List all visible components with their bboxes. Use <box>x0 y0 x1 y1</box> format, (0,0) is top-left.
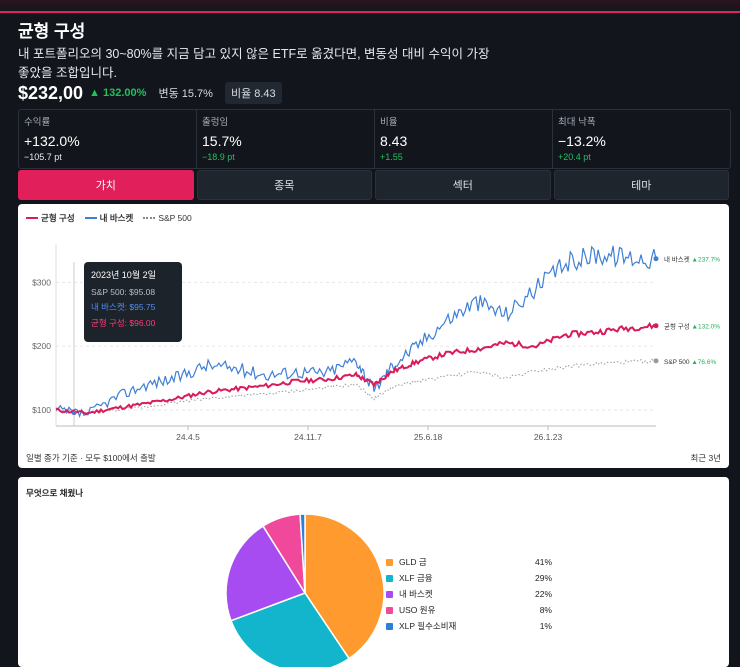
legend-swatch <box>386 590 393 598</box>
composition-row: XLF 금융 29% <box>386 570 552 586</box>
composition-row: GLD 금 41% <box>386 554 552 570</box>
performance-chart-card: 균형 구성 내 바스켓 S&P 500 $100 $200 $300 24.4.5 24… <box>18 204 729 468</box>
composition-pct: 22% <box>534 589 552 599</box>
legend-item-sp500[interactable]: S&P 500 <box>143 212 192 224</box>
y-tick-label: $100 <box>32 405 51 415</box>
pie-slice[interactable] <box>299 513 306 594</box>
x-tick-label: 25.6.18 <box>414 432 443 442</box>
stat-label: 수익률 <box>24 117 51 128</box>
chart-footnote: 일별 종가 기준 · 모두 $100에서 출발 <box>26 453 156 463</box>
series-end-label: S&P 500 ▲76.6% <box>664 359 716 366</box>
legend-item-balanced[interactable]: 균형 구성 <box>26 212 75 224</box>
composition-name: GLD 금 <box>399 557 427 567</box>
top-bar <box>0 0 740 12</box>
series-line <box>55 321 657 416</box>
series-end-change: ▲237.7% <box>692 257 721 264</box>
stat-sub: +20.4 pt <box>558 152 591 162</box>
composition-title: 무엇으로 채웠나 <box>26 488 84 498</box>
series-end-change: ▲76.6% <box>691 359 716 366</box>
series-end-point <box>653 358 659 364</box>
composition-name: XLF 금융 <box>399 573 433 583</box>
composition-row: 내 바스켓 22% <box>386 586 552 602</box>
series-end-point <box>653 256 659 262</box>
legend-label: S&P 500 <box>158 213 192 223</box>
composition-pct: 8% <box>539 605 552 615</box>
page-subtitle: 내 포트폴리오의 30~80%를 지금 담고 있지 않은 ETF로 옮겼다면, … <box>18 47 490 80</box>
stat-label: 출렁임 <box>202 117 229 128</box>
accent-line <box>0 11 740 13</box>
stat-value: 15.7% <box>202 133 242 149</box>
volatility-chip: 변동 15.7% <box>158 88 213 100</box>
stat-sub: −18.9 pt <box>202 152 235 162</box>
composition-name: USO 원유 <box>399 605 436 615</box>
tab-holdings[interactable]: 종목 <box>196 170 372 200</box>
page-title: 균형 구성 <box>18 22 86 41</box>
stat-volatility: 출렁임 15.7% −18.9 pt <box>197 110 375 168</box>
legend-swatch <box>26 217 38 219</box>
composition-pct: 29% <box>534 573 552 583</box>
view-tabs: 가치 종목 섹터 테마 <box>18 170 729 200</box>
stat-value: −13.2% <box>558 133 606 149</box>
chart-range[interactable]: 최근 3년 <box>690 453 721 463</box>
legend-label: 균형 구성 <box>41 213 75 223</box>
stat-label: 비율 <box>380 117 398 128</box>
tab-sector[interactable]: 섹터 <box>375 170 551 200</box>
series-line <box>55 358 657 415</box>
stat-return: 수익률 +132.0% −105.7 pt <box>19 110 197 168</box>
series-end-label: 내 바스켓 ▲237.7% <box>664 255 720 264</box>
pie-slice[interactable] <box>225 525 307 622</box>
stat-sub: −105.7 pt <box>24 152 62 162</box>
composition-legend: GLD 금 41% XLF 금융 29% 내 바스켓 22% USO 원유 8% XLP… <box>386 554 552 634</box>
composition-row: USO 원유 8% <box>386 602 552 618</box>
stats-panel: 수익률 +132.0% −105.7 pt 출렁임 15.7% −18.9 pt… <box>18 109 731 169</box>
x-tick-label: 24.11.7 <box>294 432 322 442</box>
stat-max-drawdown: 최대 낙폭 −13.2% +20.4 pt <box>553 110 730 168</box>
legend-swatch <box>386 558 393 566</box>
price-row: $232,00 ▲ 132.00% 변동 15.7% 비율 8.43 <box>18 82 282 104</box>
composition-pct: 1% <box>539 621 552 631</box>
stat-value: 8.43 <box>380 133 408 149</box>
price-change: ▲ 132.00% <box>89 87 147 99</box>
legend-item-basket[interactable]: 내 바스켓 <box>84 212 134 224</box>
tab-value[interactable]: 가치 <box>18 170 194 200</box>
legend-swatch <box>386 622 393 630</box>
tooltip-sp500: S&P 500: $95.08 <box>91 287 156 297</box>
composition-pct: 41% <box>534 557 552 567</box>
chart-tooltip: 2023년 10월 2일 S&P 500: $95.08 내 바스켓: $95.… <box>84 262 182 342</box>
legend-swatch <box>386 606 393 614</box>
hover-point <box>72 410 76 415</box>
stat-sub: +1.55 <box>380 152 403 162</box>
y-tick-label: $300 <box>32 277 51 287</box>
composition-name: 내 바스켓 <box>399 589 433 599</box>
line-chart[interactable]: $100 $200 $300 24.4.5 24.11.7 25.6.18 26.1.23 내… <box>18 204 729 468</box>
tab-theme[interactable]: 테마 <box>553 170 729 200</box>
legend-label: 내 바스켓 <box>99 213 134 223</box>
composition-pie <box>225 513 385 667</box>
pie-slice[interactable] <box>304 513 385 660</box>
x-tick-label: 26.1.23 <box>534 432 563 442</box>
tooltip-balanced: 균형 구성: $96.00 <box>91 318 156 328</box>
stat-ratio: 비율 8.43 +1.55 <box>375 110 553 168</box>
stat-value: +132.0% <box>24 133 80 149</box>
composition-card: 무엇으로 채웠나 GLD 금 41% XLF 금융 29% 내 바스켓 22% USO… <box>18 477 729 667</box>
price-value: $232,00 <box>18 82 84 103</box>
composition-name: XLP 필수소비재 <box>399 621 457 631</box>
ratio-chip: 비율 8.43 <box>224 82 282 104</box>
legend-swatch <box>84 217 97 219</box>
chart-legend: 균형 구성 내 바스켓 S&P 500 <box>26 212 192 224</box>
composition-row: XLP 필수소비재 1% <box>386 618 552 634</box>
tooltip-date: 2023년 10월 2일 <box>91 270 156 280</box>
series-end-label: 균형 구성 ▲132.0% <box>664 322 720 331</box>
stat-label: 최대 낙폭 <box>558 117 596 128</box>
tooltip-basket: 내 바스켓: $95.75 <box>91 302 156 312</box>
x-tick-label: 24.4.5 <box>176 432 200 442</box>
legend-swatch <box>143 217 156 219</box>
legend-swatch <box>386 574 393 582</box>
y-tick-label: $200 <box>32 341 51 351</box>
series-end-change: ▲132.0% <box>692 324 721 331</box>
series-end-point <box>653 323 659 329</box>
